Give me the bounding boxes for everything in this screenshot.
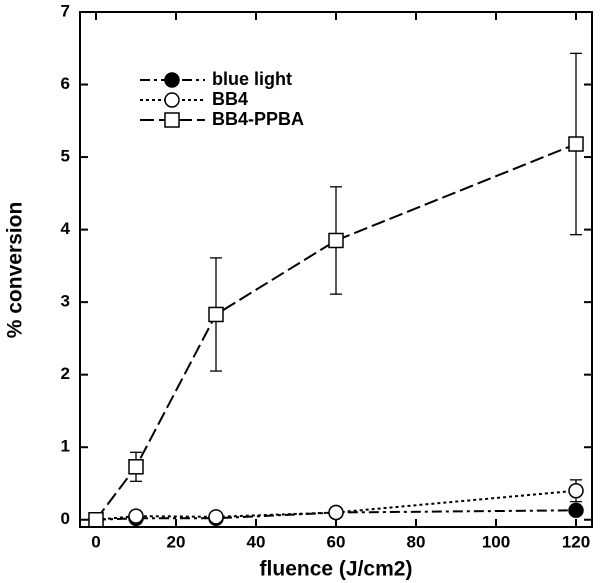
marker [128, 508, 144, 524]
y-tick-label: 7 [61, 1, 70, 20]
x-tick-label: 120 [562, 532, 590, 551]
y-tick-label: 1 [61, 437, 70, 456]
y-tick-label: 6 [61, 74, 70, 93]
x-tick-label: 0 [91, 532, 100, 551]
marker [88, 511, 104, 528]
legend-label: blue light [212, 69, 292, 89]
x-tick-label: 60 [327, 532, 346, 551]
x-tick-label: 100 [482, 532, 510, 551]
legend-label: BB4 [212, 89, 248, 109]
y-tick-label: 3 [61, 292, 70, 311]
marker [568, 502, 584, 519]
legend-marker [164, 92, 180, 108]
x-tick-label: 40 [247, 532, 266, 551]
x-tick-label: 80 [407, 532, 426, 551]
x-axis-label: fluence (J/cm2) [260, 558, 413, 581]
legend-label: BB4-PPBA [212, 109, 304, 129]
y-tick-label: 2 [61, 364, 70, 383]
y-tick-label: 5 [61, 147, 70, 166]
y-axis-label: % conversion [4, 202, 27, 339]
marker [568, 136, 584, 152]
marker [328, 504, 344, 521]
y-tick-label: 0 [61, 509, 70, 528]
legend-marker [164, 112, 180, 128]
marker [208, 306, 224, 323]
marker [328, 232, 344, 249]
marker [568, 482, 584, 499]
legend-marker [164, 72, 180, 88]
x-tick-label: 20 [167, 532, 186, 551]
marker [128, 459, 144, 475]
marker [208, 509, 224, 525]
y-tick-label: 4 [61, 219, 71, 238]
